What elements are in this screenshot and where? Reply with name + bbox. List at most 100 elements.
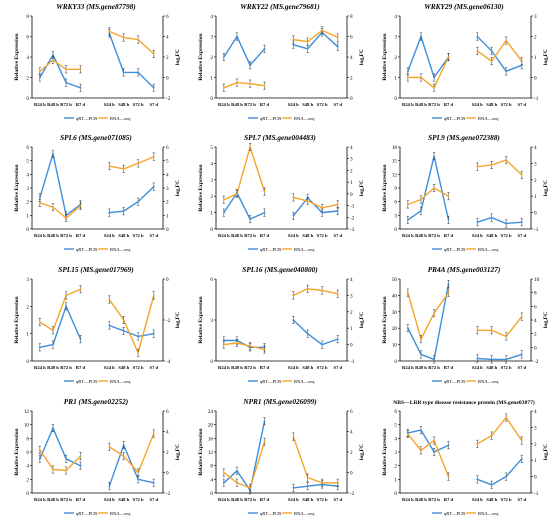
- data-point: [38, 196, 41, 199]
- x-tick-label: R48 h: [47, 497, 59, 502]
- y-tick-label: 6: [394, 200, 397, 206]
- x-tick-label: R48 h: [231, 365, 243, 370]
- y2-axis-label: log₂FC: [175, 312, 181, 328]
- y-tick-label: 30: [392, 310, 398, 316]
- y2-tick-label: 4: [350, 55, 353, 61]
- y2-tick-label: -4: [166, 359, 171, 365]
- legend-label-rnaseq: RNA—seq: [478, 379, 499, 384]
- data-point: [447, 195, 450, 198]
- y-tick-label: 3: [394, 35, 397, 41]
- x-tick-label: R24 h: [34, 365, 46, 370]
- series-line-qrtpcr: [477, 353, 523, 361]
- chart-panel: SPL9 (MS.gene072388)0369121518-101234Rel…: [382, 133, 549, 252]
- y2-tick-label: 1: [166, 213, 169, 219]
- x-tick-label: R7 d: [260, 102, 270, 107]
- data-point: [108, 485, 111, 488]
- data-point: [236, 35, 238, 38]
- legend-label-qrtpcr: qRT—PCR: [260, 511, 282, 516]
- data-point: [65, 469, 67, 472]
- x-tick-label: R7 d: [444, 102, 454, 107]
- y2-tick-label: 2: [350, 168, 353, 174]
- series-line-qrtpcr: [407, 155, 450, 221]
- data-point: [520, 353, 523, 356]
- data-point: [38, 449, 41, 451]
- y-axis-label: Relative Expression: [382, 427, 388, 475]
- chart-panel: SPL16 (MS.gene040800) 0 3 6 -1 0 1 2 3 4 Relative …: [198, 265, 365, 384]
- data-point: [108, 211, 111, 214]
- x-tick-label: S7 d: [518, 233, 527, 238]
- legend-label-rnaseq: RNA—seq: [110, 247, 131, 252]
- data-point: [306, 40, 309, 43]
- data-point: [79, 68, 82, 71]
- x-tick-label: S72 h: [133, 102, 144, 107]
- chart-title: PR1 (MS.gene02252): [64, 397, 128, 406]
- data-point: [420, 198, 422, 201]
- y-tick-label: 18: [392, 145, 398, 151]
- x-tick-label: R7 d: [260, 497, 270, 502]
- y2-tick-label: 3: [534, 14, 537, 20]
- y2-tick-label: -2: [350, 215, 355, 221]
- y2-tick-label: 1: [534, 194, 537, 200]
- y2-tick-label: -1: [534, 96, 539, 102]
- y2-tick-label: 0: [350, 96, 353, 102]
- x-tick-label: R7 d: [444, 497, 454, 502]
- legend-label-qrtpcr: qRT—PCR: [76, 116, 98, 121]
- x-tick-label: S48 h: [118, 497, 129, 502]
- data-point: [52, 427, 54, 429]
- y-tick-label: 1: [394, 76, 397, 82]
- data-point: [292, 294, 295, 297]
- series-line-qrtpcr: [407, 34, 450, 80]
- data-point: [222, 211, 225, 214]
- data-point: [476, 49, 479, 52]
- chart-panel: SPL6 (MS.gene071085) 0 1 2 3 4 5 6 0 1 2 3 4 5 6 Relati…: [14, 133, 181, 252]
- data-point: [420, 35, 422, 38]
- data-point: [306, 332, 309, 335]
- data-point: [137, 71, 140, 74]
- y2-tick-label: 4: [534, 409, 537, 415]
- y2-tick-label: 5: [166, 159, 169, 165]
- series-line-rnaseq: [293, 29, 339, 43]
- data-point: [122, 210, 125, 213]
- chart-panel: PR4A (MS.gene003127) 0 10 20 30 40 50 -2 0 2 4 6 8 10…: [382, 265, 549, 384]
- series-line-rnaseq: [407, 187, 449, 206]
- y-tick-label: 1: [26, 332, 29, 338]
- y2-tick-label: -2: [534, 359, 539, 365]
- data-point: [490, 164, 493, 166]
- data-point: [79, 204, 82, 207]
- legend-label-rnaseq: RNA—seq: [110, 116, 131, 121]
- x-tick-label: R48 h: [231, 233, 243, 238]
- y-tick-label: 50: [392, 277, 398, 283]
- data-point: [236, 81, 238, 84]
- x-tick-label: S72 h: [317, 365, 328, 370]
- y-tick-label: 0: [394, 491, 397, 497]
- data-point: [292, 435, 295, 438]
- x-tick-label: S24 h: [104, 365, 115, 370]
- data-point: [476, 35, 479, 38]
- data-point: [476, 221, 479, 224]
- y2-tick-label: 0: [534, 211, 537, 217]
- legend-label-qrtpcr: qRT—PCR: [76, 511, 98, 516]
- y-tick-label: 4: [26, 172, 29, 178]
- data-point: [420, 429, 422, 432]
- x-tick-label: R72 h: [60, 497, 72, 502]
- x-tick-label: S24 h: [288, 233, 299, 238]
- data-point: [406, 218, 409, 221]
- x-tick-label: R24 h: [34, 497, 46, 502]
- legend-label-qrtpcr: qRT—PCR: [76, 247, 98, 252]
- series-line-rnaseq: [476, 39, 523, 63]
- y-tick-label: 4: [210, 14, 213, 20]
- series-line-rnaseq: [477, 316, 523, 338]
- y-tick-label: 1: [26, 213, 29, 219]
- data-point: [263, 211, 266, 214]
- y-tick-label: 6: [210, 277, 213, 283]
- y2-axis-label: log₂FC: [359, 180, 365, 196]
- y-tick-label: 0: [210, 227, 213, 233]
- y-tick-label: 2: [210, 55, 213, 61]
- x-tick-label: S72 h: [133, 233, 144, 238]
- y-tick-label: 3: [210, 35, 213, 41]
- data-point: [336, 338, 339, 341]
- x-tick-label: R72 h: [60, 102, 72, 107]
- y-tick-label: 6: [26, 145, 29, 151]
- data-point: [137, 335, 140, 338]
